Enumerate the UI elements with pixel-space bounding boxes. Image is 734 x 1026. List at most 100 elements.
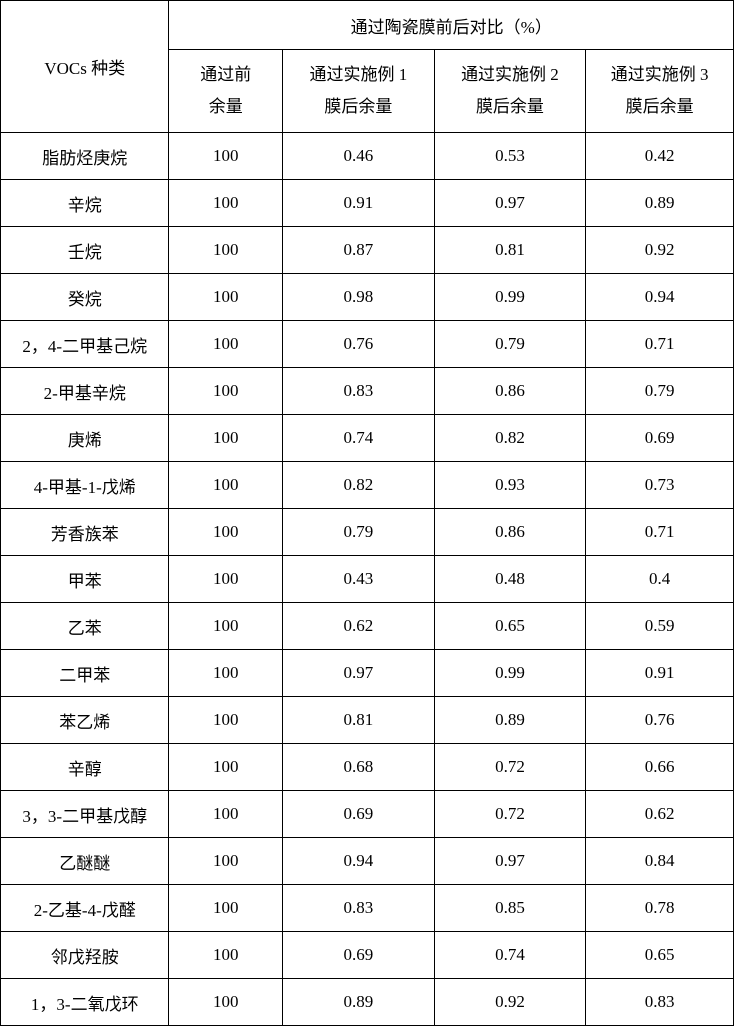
table-row: 辛烷1000.910.970.89 xyxy=(1,180,734,227)
table-cell: 0.81 xyxy=(434,227,586,274)
table-cell: 0.46 xyxy=(283,133,435,180)
table-cell: 0.89 xyxy=(434,697,586,744)
table-cell: 邻戊羟胺 xyxy=(1,932,169,979)
table-cell: 0.82 xyxy=(434,415,586,462)
table-cell: 0.83 xyxy=(586,979,734,1026)
table-cell: 2-乙基-4-戊醛 xyxy=(1,885,169,932)
table-cell: 0.69 xyxy=(283,791,435,838)
table-cell: 100 xyxy=(169,368,283,415)
table-row: 邻戊羟胺1000.690.740.65 xyxy=(1,932,734,979)
table-row: 2，4-二甲基己烷1000.760.790.71 xyxy=(1,321,734,368)
table-cell: 100 xyxy=(169,885,283,932)
table-row: 1，3-二氧戊环1000.890.920.83 xyxy=(1,979,734,1026)
table-row: 甲苯1000.430.480.4 xyxy=(1,556,734,603)
table-row: 癸烷1000.980.990.94 xyxy=(1,274,734,321)
table-cell: 0.99 xyxy=(434,274,586,321)
table-cell: 100 xyxy=(169,274,283,321)
table-cell: 0.79 xyxy=(586,368,734,415)
table-cell: 0.69 xyxy=(283,932,435,979)
table-cell: 0.92 xyxy=(434,979,586,1026)
table-cell: 100 xyxy=(169,650,283,697)
header-example3: 通过实施例 3膜后余量 xyxy=(586,50,734,133)
table-cell: 100 xyxy=(169,227,283,274)
table-cell: 0.66 xyxy=(586,744,734,791)
table-cell: 0.71 xyxy=(586,321,734,368)
table-cell: 0.97 xyxy=(434,180,586,227)
table-cell: 苯乙烯 xyxy=(1,697,169,744)
table-cell: 0.79 xyxy=(434,321,586,368)
table-cell: 甲苯 xyxy=(1,556,169,603)
table-cell: 0.97 xyxy=(434,838,586,885)
table-cell: 0.97 xyxy=(283,650,435,697)
table-cell: 癸烷 xyxy=(1,274,169,321)
table-row: 辛醇1000.680.720.66 xyxy=(1,744,734,791)
table-cell: 0.79 xyxy=(283,509,435,556)
table-body: 脂肪烃庚烷1000.460.530.42辛烷1000.910.970.89壬烷1… xyxy=(1,133,734,1026)
page-container: VOCs 种类 通过陶瓷膜前后对比（%） 通过前余量 通过实施例 1膜后余量 通… xyxy=(0,0,734,1026)
table-cell: 0.4 xyxy=(586,556,734,603)
table-cell: 2-甲基辛烷 xyxy=(1,368,169,415)
table-cell: 0.83 xyxy=(283,885,435,932)
header-row-main: VOCs 种类 通过陶瓷膜前后对比（%） xyxy=(1,1,734,50)
table-cell: 1，3-二氧戊环 xyxy=(1,979,169,1026)
table-cell: 0.73 xyxy=(586,462,734,509)
table-cell: 2，4-二甲基己烷 xyxy=(1,321,169,368)
table-cell: 100 xyxy=(169,697,283,744)
table-row: 3，3-二甲基戊醇1000.690.720.62 xyxy=(1,791,734,838)
header-vocs-type: VOCs 种类 xyxy=(1,1,169,133)
table-cell: 0.94 xyxy=(283,838,435,885)
table-cell: 100 xyxy=(169,462,283,509)
table-cell: 0.43 xyxy=(283,556,435,603)
table-row: 2-甲基辛烷1000.830.860.79 xyxy=(1,368,734,415)
table-cell: 0.92 xyxy=(586,227,734,274)
table-cell: 0.98 xyxy=(283,274,435,321)
table-cell: 100 xyxy=(169,133,283,180)
table-cell: 0.89 xyxy=(586,180,734,227)
table-cell: 4-甲基-1-戊烯 xyxy=(1,462,169,509)
table-row: 2-乙基-4-戊醛1000.830.850.78 xyxy=(1,885,734,932)
table-cell: 脂肪烃庚烷 xyxy=(1,133,169,180)
table-cell: 100 xyxy=(169,744,283,791)
table-cell: 0.89 xyxy=(283,979,435,1026)
table-cell: 庚烯 xyxy=(1,415,169,462)
table-cell: 0.86 xyxy=(434,509,586,556)
header-before: 通过前余量 xyxy=(169,50,283,133)
table-cell: 0.91 xyxy=(586,650,734,697)
table-cell: 0.68 xyxy=(283,744,435,791)
table-cell: 0.84 xyxy=(586,838,734,885)
table-cell: 0.72 xyxy=(434,791,586,838)
table-cell: 0.76 xyxy=(586,697,734,744)
table-cell: 0.62 xyxy=(586,791,734,838)
table-cell: 0.62 xyxy=(283,603,435,650)
table-cell: 100 xyxy=(169,321,283,368)
header-comparison-span: 通过陶瓷膜前后对比（%） xyxy=(169,1,734,50)
table-cell: 0.69 xyxy=(586,415,734,462)
table-row: 壬烷1000.870.810.92 xyxy=(1,227,734,274)
table-cell: 0.83 xyxy=(283,368,435,415)
table-cell: 0.99 xyxy=(434,650,586,697)
table-cell: 乙苯 xyxy=(1,603,169,650)
table-cell: 3，3-二甲基戊醇 xyxy=(1,791,169,838)
table-cell: 0.74 xyxy=(283,415,435,462)
header-example2: 通过实施例 2膜后余量 xyxy=(434,50,586,133)
header-example1: 通过实施例 1膜后余量 xyxy=(283,50,435,133)
table-row: 苯乙烯1000.810.890.76 xyxy=(1,697,734,744)
table-cell: 0.72 xyxy=(434,744,586,791)
table-cell: 100 xyxy=(169,509,283,556)
table-cell: 0.76 xyxy=(283,321,435,368)
table-cell: 100 xyxy=(169,603,283,650)
table-row: 脂肪烃庚烷1000.460.530.42 xyxy=(1,133,734,180)
table-cell: 0.87 xyxy=(283,227,435,274)
table-cell: 0.42 xyxy=(586,133,734,180)
table-row: 4-甲基-1-戊烯1000.820.930.73 xyxy=(1,462,734,509)
vocs-data-table: VOCs 种类 通过陶瓷膜前后对比（%） 通过前余量 通过实施例 1膜后余量 通… xyxy=(0,0,734,1026)
table-cell: 0.48 xyxy=(434,556,586,603)
table-cell: 0.65 xyxy=(434,603,586,650)
table-cell: 100 xyxy=(169,415,283,462)
table-cell: 0.81 xyxy=(283,697,435,744)
table-cell: 100 xyxy=(169,180,283,227)
table-cell: 0.94 xyxy=(586,274,734,321)
table-cell: 0.65 xyxy=(586,932,734,979)
table-row: 乙苯1000.620.650.59 xyxy=(1,603,734,650)
table-cell: 0.93 xyxy=(434,462,586,509)
